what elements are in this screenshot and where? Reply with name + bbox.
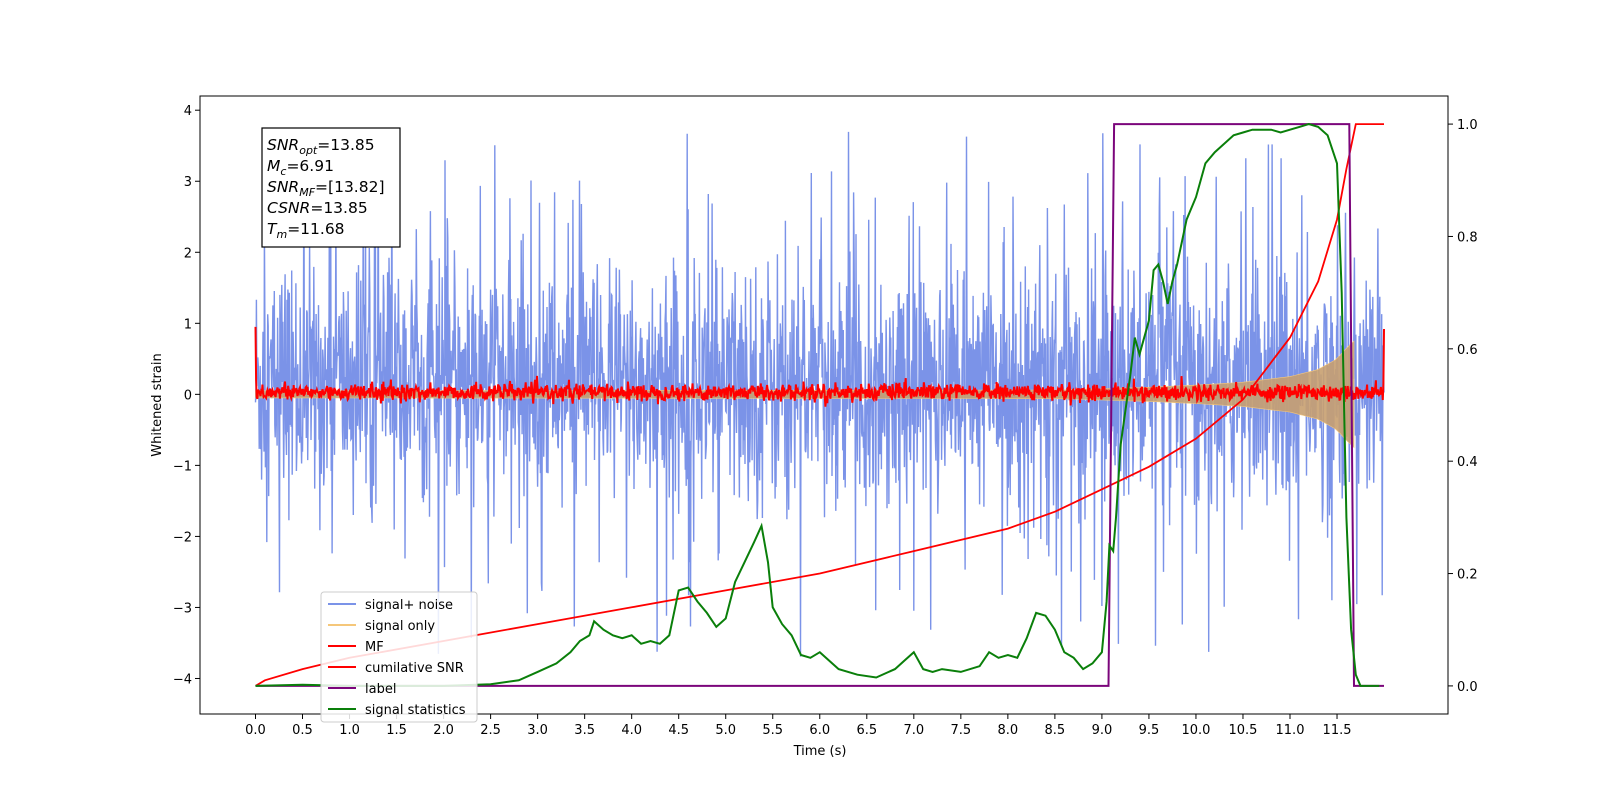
legend: signal+ noise signal only MF cumilative SNR…: [320, 591, 478, 723]
legend-label: signal+ noise: [365, 598, 453, 613]
x-tick-label: 10.5: [1229, 723, 1258, 738]
y-axis-left: −4 −3 −2 −1 0 1 2 3 4: [173, 104, 200, 687]
stats-line: Mc=6.91: [267, 157, 334, 178]
x-tick-label: 2.5: [480, 723, 501, 738]
y-tick-label: −3: [173, 601, 192, 616]
stats-line: SNRopt=13.85: [267, 136, 375, 157]
y-tick-label: −4: [173, 672, 192, 687]
x-tick-label: 8.5: [1045, 723, 1066, 738]
legend-label: signal statistics: [365, 703, 466, 718]
x-tick-label: 1.0: [339, 723, 360, 738]
x-tick-label: 9.5: [1139, 723, 1160, 738]
legend-frame: [320, 591, 478, 723]
stats-line: Tm=11.68: [267, 220, 345, 241]
x-tick-label: 0.5: [292, 723, 313, 738]
x-tick-label: 8.0: [998, 723, 1019, 738]
y2-tick-label: 1.0: [1457, 118, 1478, 133]
y2-tick-label: 0.8: [1457, 230, 1478, 245]
x-axis-label: Time (s): [793, 744, 847, 759]
x-tick-label: 1.5: [386, 723, 407, 738]
y-tick-label: −1: [173, 459, 192, 474]
y-tick-label: 4: [184, 104, 192, 119]
plot-frame: [199, 95, 1449, 715]
x-tick-label: 0.0: [245, 723, 266, 738]
x-tick-label: 7.5: [950, 723, 971, 738]
x-tick-label: 10.0: [1181, 723, 1210, 738]
y-tick-label: 0: [184, 388, 192, 403]
x-tick-label: 4.0: [621, 723, 642, 738]
y-tick-label: 1: [184, 317, 192, 332]
y2-tick-label: 0.2: [1457, 568, 1478, 583]
x-tick-label: 11.5: [1323, 723, 1352, 738]
x-tick-label: 6.0: [809, 723, 830, 738]
x-tick-label: 3.0: [527, 723, 548, 738]
stats-box: SNRopt=13.85Mc=6.91SNRMF=[13.82]CSNR=13.…: [261, 127, 401, 248]
x-tick-label: 7.0: [903, 723, 924, 738]
x-tick-label: 9.0: [1092, 723, 1113, 738]
plot-area: [254, 123, 1385, 687]
y-tick-label: 3: [184, 175, 192, 190]
x-tick-label: 6.5: [856, 723, 877, 738]
x-tick-label: 3.5: [574, 723, 595, 738]
y-axis-label: Whitened strain: [150, 353, 165, 456]
y-tick-label: 2: [184, 246, 192, 261]
y2-tick-label: 0.4: [1457, 455, 1478, 470]
x-tick-label: 5.5: [762, 723, 783, 738]
legend-label: signal only: [365, 619, 435, 634]
legend-label: cumilative SNR: [365, 661, 464, 676]
x-tick-label: 2.0: [433, 723, 454, 738]
y-tick-label: −2: [173, 530, 192, 545]
stats-line: CSNR=13.85: [267, 199, 368, 217]
x-tick-label: 11.0: [1276, 723, 1305, 738]
series-label: [255, 123, 1384, 687]
series-signal-statistics: [255, 123, 1380, 687]
x-tick-label: 4.5: [668, 723, 689, 738]
x-axis: 0.0 0.5 1.0 1.5 2.0 2.5 3.0 3.5 4.0 4.5 5.0 5.5 6.0 6…: [245, 714, 1352, 738]
y2-tick-label: 0.6: [1457, 343, 1478, 358]
y-axis-right: 0.0 0.2 0.4 0.6 0.8 1.0: [1448, 118, 1478, 695]
y2-tick-label: 0.0: [1457, 680, 1478, 695]
legend-label: MF: [365, 640, 384, 655]
legend-label: label: [365, 682, 396, 697]
series-mf: [254, 326, 1385, 407]
x-tick-label: 5.0: [715, 723, 736, 738]
stats-line: SNRMF=[13.82]: [267, 178, 385, 199]
stats-box-frame: [261, 127, 401, 248]
